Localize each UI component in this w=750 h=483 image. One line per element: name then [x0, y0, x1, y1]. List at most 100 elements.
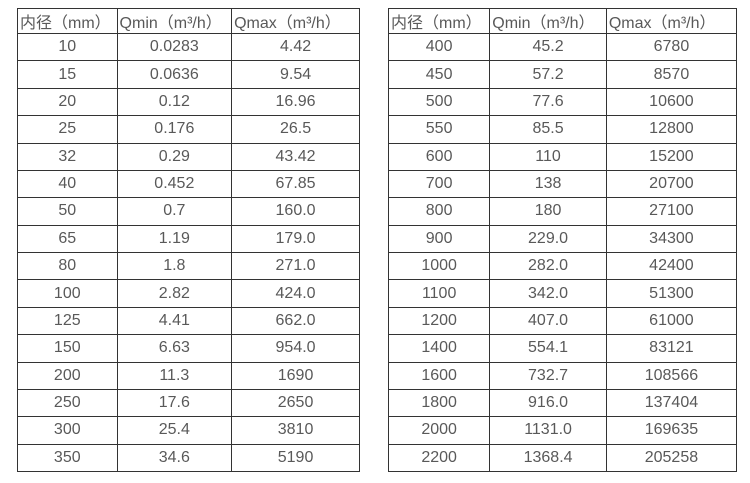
- table-cell: 1.8: [116, 251, 233, 281]
- table-cell: 700: [387, 169, 491, 199]
- table-cell: 6.63: [116, 334, 233, 363]
- table-cell: 1368.4: [489, 443, 607, 473]
- table-cell: 15: [17, 60, 118, 89]
- table-row: 125 4.41 662.0: [17, 306, 360, 336]
- table-cell: 108566: [605, 361, 738, 390]
- table-cell: 2650: [231, 388, 360, 418]
- table-cell: 2000: [387, 416, 491, 445]
- table-cell: 51300: [605, 279, 738, 308]
- table-cell: 42400: [605, 251, 738, 281]
- column-header: Qmax（m³/h）: [231, 8, 360, 34]
- table-cell: 900: [387, 224, 491, 254]
- table-cell: 85.5: [489, 115, 607, 144]
- table-cell: 424.0: [231, 279, 360, 308]
- table-cell: 27100: [605, 197, 738, 226]
- table-row: 1000 282.0 42400: [387, 251, 738, 281]
- table-row: 10 0.0283 4.42: [17, 32, 360, 62]
- table-cell: 229.0: [489, 224, 607, 254]
- table-cell: 450: [387, 60, 491, 89]
- table-cell: 12800: [605, 115, 738, 144]
- table-row: 65 1.19 179.0: [17, 224, 360, 254]
- table-cell: 8570: [605, 60, 738, 89]
- table-cell: 5190: [231, 443, 360, 473]
- table-cell: 0.12: [116, 87, 233, 117]
- table-row: 40 0.452 67.85: [17, 169, 360, 199]
- table-cell: 600: [387, 142, 491, 171]
- table-cell: 43.42: [231, 142, 360, 171]
- table-cell: 4.41: [116, 306, 233, 336]
- table-cell: 4.42: [231, 32, 360, 62]
- table-row: 32 0.29 43.42: [17, 142, 360, 171]
- table-cell: 20: [17, 87, 118, 117]
- table-cell: 34.6: [116, 443, 233, 473]
- table-cell: 282.0: [489, 251, 607, 281]
- table-cell: 138: [489, 169, 607, 199]
- table-cell: 200: [17, 361, 118, 390]
- column-header: 内径（mm）: [17, 8, 118, 34]
- table-cell: 160.0: [231, 197, 360, 226]
- table-cell: 110: [489, 142, 607, 171]
- table-cell: 350: [17, 443, 118, 473]
- table-row: 500 77.6 10600: [387, 87, 738, 117]
- table-cell: 916.0: [489, 388, 607, 418]
- table-cell: 1600: [387, 361, 491, 390]
- table-row: 900 229.0 34300: [387, 224, 738, 254]
- table-cell: 57.2: [489, 60, 607, 89]
- table-cell: 100: [17, 279, 118, 308]
- table-cell: 0.29: [116, 142, 233, 171]
- table-cell: 80: [17, 251, 118, 281]
- table-cell: 205258: [605, 443, 738, 473]
- table-cell: 6780: [605, 32, 738, 62]
- table-cell: 20700: [605, 169, 738, 199]
- table-row: 150 6.63 954.0: [17, 334, 360, 363]
- table-cell: 400: [387, 32, 491, 62]
- table-cell: 1690: [231, 361, 360, 390]
- table-row: 80 1.8 271.0: [17, 251, 360, 281]
- table-cell: 34300: [605, 224, 738, 254]
- table-cell: 45.2: [489, 32, 607, 62]
- table-row: 20 0.12 16.96: [17, 87, 360, 117]
- table-cell: 137404: [605, 388, 738, 418]
- table-cell: 2200: [387, 443, 491, 473]
- table-row: 1400 554.1 83121: [387, 334, 738, 363]
- table-cell: 342.0: [489, 279, 607, 308]
- table-cell: 61000: [605, 306, 738, 336]
- table-row: 700 138 20700: [387, 169, 738, 199]
- table-cell: 15200: [605, 142, 738, 171]
- table-cell: 10600: [605, 87, 738, 117]
- table-cell: 3810: [231, 416, 360, 445]
- table-cell: 1800: [387, 388, 491, 418]
- table-row: 600 110 15200: [387, 142, 738, 171]
- table-cell: 300: [17, 416, 118, 445]
- table-cell: 732.7: [489, 361, 607, 390]
- table-cell: 407.0: [489, 306, 607, 336]
- table-cell: 40: [17, 169, 118, 199]
- table-cell: 83121: [605, 334, 738, 363]
- table-cell: 17.6: [116, 388, 233, 418]
- table-cell: 0.176: [116, 115, 233, 144]
- table-cell: 1100: [387, 279, 491, 308]
- table-cell: 954.0: [231, 334, 360, 363]
- table-row: 2000 1131.0 169635: [387, 416, 738, 445]
- table-cell: 25: [17, 115, 118, 144]
- column-header: Qmin（m³/h）: [116, 8, 233, 34]
- table-row: 2200 1368.4 205258: [387, 443, 738, 473]
- table-cell: 179.0: [231, 224, 360, 254]
- table-row: 50 0.7 160.0: [17, 197, 360, 226]
- table-cell: 554.1: [489, 334, 607, 363]
- table-cell: 0.452: [116, 169, 233, 199]
- header-row: 内径（mm） Qmin（m³/h） Qmax（m³/h）: [387, 8, 738, 34]
- table-cell: 0.0636: [116, 60, 233, 89]
- table-row: 100 2.82 424.0: [17, 279, 360, 308]
- table-cell: 67.85: [231, 169, 360, 199]
- table-row: 400 45.2 6780: [387, 32, 738, 62]
- table-cell: 662.0: [231, 306, 360, 336]
- table-cell: 0.7: [116, 197, 233, 226]
- table-row: 200 11.3 1690: [17, 361, 360, 390]
- table-cell: 250: [17, 388, 118, 418]
- table-row: 350 34.6 5190: [17, 443, 360, 473]
- table-row: 1800 916.0 137404: [387, 388, 738, 418]
- table-row: 1200 407.0 61000: [387, 306, 738, 336]
- table-cell: 32: [17, 142, 118, 171]
- table-cell: 25.4: [116, 416, 233, 445]
